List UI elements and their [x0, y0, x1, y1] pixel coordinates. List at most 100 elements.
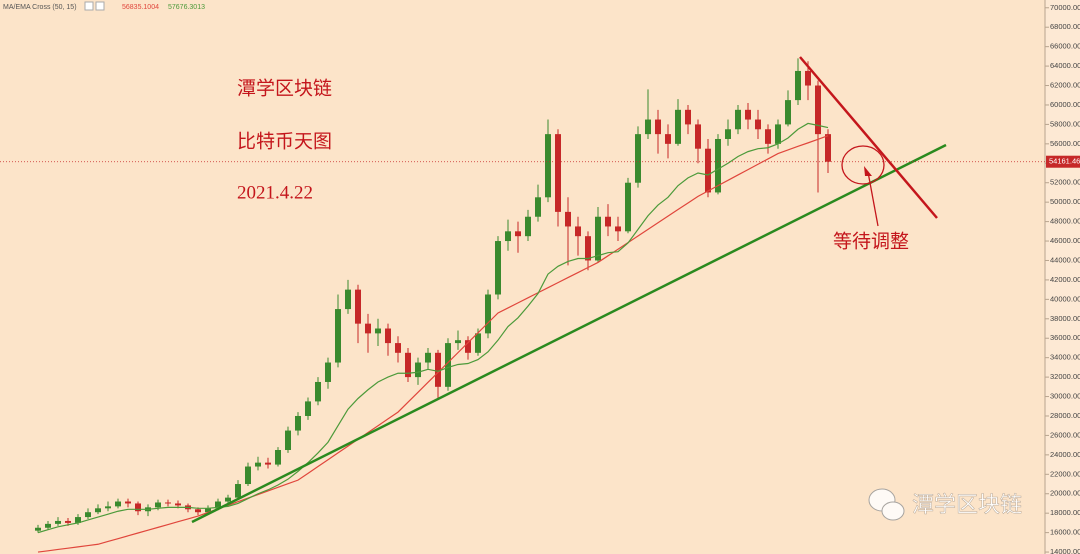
candle-body: [765, 129, 771, 144]
candle-body: [325, 362, 331, 382]
indicator-name: MA/EMA Cross (50, 15): [3, 4, 77, 11]
candle-body: [665, 134, 671, 144]
y-tick-label: 26000.00: [1050, 430, 1080, 439]
candle-body: [475, 333, 481, 353]
candle-body: [265, 462, 271, 465]
date: 2021.4.22: [237, 182, 313, 203]
marks: [35, 58, 831, 553]
candle-body: [505, 231, 511, 242]
candle-body: [85, 512, 91, 518]
y-tick-label: 38000.00: [1050, 314, 1080, 323]
candle-body: [35, 527, 41, 531]
ma-line: [37, 122, 829, 534]
candle-body: [495, 241, 501, 295]
candle-body: [525, 216, 531, 237]
y-tick-label: 48000.00: [1050, 217, 1080, 226]
y-tick-label: 42000.00: [1050, 275, 1080, 284]
candle-body: [375, 328, 381, 334]
support-trendline: [191, 143, 947, 524]
candle-body: [155, 502, 161, 508]
candle-body: [715, 138, 721, 193]
candle-body: [515, 231, 521, 237]
candle-body: [675, 109, 681, 144]
candle-body: [725, 129, 731, 139]
candle-body: [345, 289, 351, 310]
candle-body: [175, 503, 181, 506]
title: 潭学区块链: [237, 77, 332, 99]
candle-body: [745, 109, 751, 120]
candle-body: [45, 523, 51, 528]
candle-body: [305, 401, 311, 416]
y-tick-label: 60000.00: [1050, 100, 1080, 109]
candle-body: [275, 450, 281, 465]
candle-body: [705, 148, 711, 193]
y-tick-label: 66000.00: [1050, 42, 1080, 51]
watermark-icon: [868, 488, 905, 521]
candle-body: [735, 109, 741, 130]
y-tick-label: 50000.00: [1050, 197, 1080, 206]
candle-body: [95, 508, 101, 513]
price-label-box: [1046, 155, 1080, 168]
candle-body: [615, 226, 621, 232]
candle-body: [635, 134, 641, 183]
indicator-button[interactable]: [95, 1, 105, 11]
y-tick-label: 30000.00: [1050, 392, 1080, 401]
candle-body: [645, 119, 651, 135]
y-tick-label: 46000.00: [1050, 236, 1080, 245]
y-tick-label: 18000.00: [1050, 508, 1080, 517]
candle-body: [135, 503, 141, 512]
candle-body: [595, 216, 601, 261]
candle-body: [775, 124, 781, 144]
y-tick-label: 22000.00: [1050, 469, 1080, 478]
candle-body: [655, 119, 661, 135]
candle-body: [465, 340, 471, 353]
candle-body: [225, 497, 231, 502]
resistance-trendline: [799, 56, 938, 219]
candle-body: [255, 462, 261, 467]
candle-body: [625, 182, 631, 232]
candle-body: [75, 517, 81, 523]
plot-area: [0, 0, 1045, 554]
axis-area: [1045, 0, 1080, 554]
candle-body: [365, 323, 371, 334]
candle-body: [235, 484, 241, 498]
y-tick-label: 16000.00: [1050, 528, 1080, 537]
y-tick-label: 58000.00: [1050, 119, 1080, 128]
candle-body: [115, 501, 121, 507]
candle-body: [485, 294, 491, 334]
y-tick-label: 34000.00: [1050, 353, 1080, 362]
candle-body: [425, 352, 431, 363]
annotation: 等待调整: [833, 230, 909, 252]
candle-body: [825, 134, 831, 162]
candle-body: [575, 226, 581, 237]
candle-body: [65, 520, 71, 523]
candle-body: [125, 501, 131, 504]
candle-body: [385, 328, 391, 344]
candle-body: [695, 124, 701, 149]
arrow-head: [864, 166, 872, 176]
candle-body: [785, 100, 791, 125]
y-tick-label: 70000.00: [1050, 3, 1080, 12]
candle-body: [535, 197, 541, 217]
candle-body: [205, 508, 211, 513]
y-tick-label: 20000.00: [1050, 489, 1080, 498]
y-tick-label: 32000.00: [1050, 372, 1080, 381]
candle-body: [435, 352, 441, 387]
candle-body: [755, 119, 761, 130]
candle-body: [295, 415, 301, 431]
candle-body: [245, 466, 251, 485]
candle-body: [605, 216, 611, 227]
y-tick-label: 28000.00: [1050, 411, 1080, 420]
candle-body: [565, 211, 571, 227]
indicator-button[interactable]: [84, 1, 94, 11]
candle-body: [685, 109, 691, 125]
candle-body: [455, 340, 461, 344]
candle-body: [215, 501, 221, 509]
candle-body: [585, 236, 591, 261]
watermark: 潭学区块链: [912, 493, 1022, 518]
candle-body: [405, 352, 411, 378]
candle-body: [105, 506, 111, 509]
candle-body: [815, 85, 821, 135]
y-tick-label: 40000.00: [1050, 294, 1080, 303]
